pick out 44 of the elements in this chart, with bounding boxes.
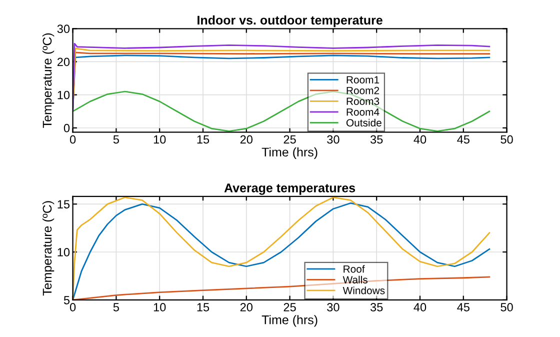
x-tick-label: 0 xyxy=(70,135,76,144)
x-tick-label: 25 xyxy=(284,303,296,312)
x-tick-label: 40 xyxy=(414,135,426,144)
y-tick-label: 10 xyxy=(58,90,70,100)
x-tick-label: 0 xyxy=(70,303,76,312)
y-tick-label: 5 xyxy=(64,296,70,304)
legend-label: Room2 xyxy=(346,86,380,94)
x-tick-label: 50 xyxy=(500,303,513,312)
line-series xyxy=(72,276,490,300)
x-tick-label: 35 xyxy=(370,135,383,144)
chart-title: Indoor vs. outdoor temperature xyxy=(198,15,382,28)
x-tick-label: 40 xyxy=(414,303,426,312)
x-tick-label: 5 xyxy=(113,303,119,312)
x-tick-label: 30 xyxy=(327,303,340,312)
x-tick-label: 20 xyxy=(240,303,253,312)
legend-label: Room4 xyxy=(346,108,380,116)
y-axis-title: Temperature (ºC) xyxy=(42,33,54,128)
y-tick-label: 15 xyxy=(58,200,70,208)
chart-title: Average temperatures xyxy=(224,184,356,195)
x-tick-label: 5 xyxy=(113,135,119,144)
legend-label: Outside xyxy=(346,118,382,126)
legend-label: Windows xyxy=(342,286,385,294)
legend-label: Roof xyxy=(344,265,365,273)
x-tick-label: 15 xyxy=(197,303,210,312)
y-tick-label: 0 xyxy=(64,124,70,132)
x-tick-label: 50 xyxy=(500,135,513,144)
x-tick-label: 10 xyxy=(154,303,166,312)
x-axis-title: Time (hrs) xyxy=(262,147,318,160)
y-axis-title: Temperature (ºC) xyxy=(42,201,54,296)
x-tick-label: 25 xyxy=(284,135,296,144)
x-tick-label: 15 xyxy=(197,135,210,144)
legend-label: Walls xyxy=(342,276,368,284)
legend-label: Room3 xyxy=(346,98,380,105)
y-tick-label: 10 xyxy=(58,248,70,256)
y-tick-label: 30 xyxy=(57,24,70,34)
x-tick-label: 20 xyxy=(240,135,253,144)
x-tick-label: 45 xyxy=(457,303,470,312)
x-tick-label: 35 xyxy=(370,303,383,312)
legend-label: Room1 xyxy=(346,76,380,84)
x-tick-label: 10 xyxy=(154,135,166,144)
x-tick-label: 45 xyxy=(457,135,470,144)
x-axis-title: Time (hrs) xyxy=(262,315,318,327)
y-tick-label: 20 xyxy=(57,58,70,66)
x-tick-label: 30 xyxy=(327,135,340,144)
